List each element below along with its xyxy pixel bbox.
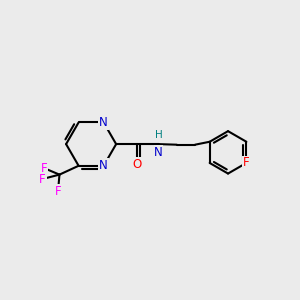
Text: F: F: [41, 162, 47, 175]
Text: F: F: [39, 172, 46, 185]
Text: F: F: [55, 185, 61, 198]
Text: H: H: [155, 130, 162, 140]
Text: F: F: [243, 157, 250, 169]
Text: N: N: [154, 146, 163, 159]
Text: N: N: [99, 116, 108, 129]
Text: O: O: [133, 158, 142, 171]
Text: N: N: [99, 159, 108, 172]
